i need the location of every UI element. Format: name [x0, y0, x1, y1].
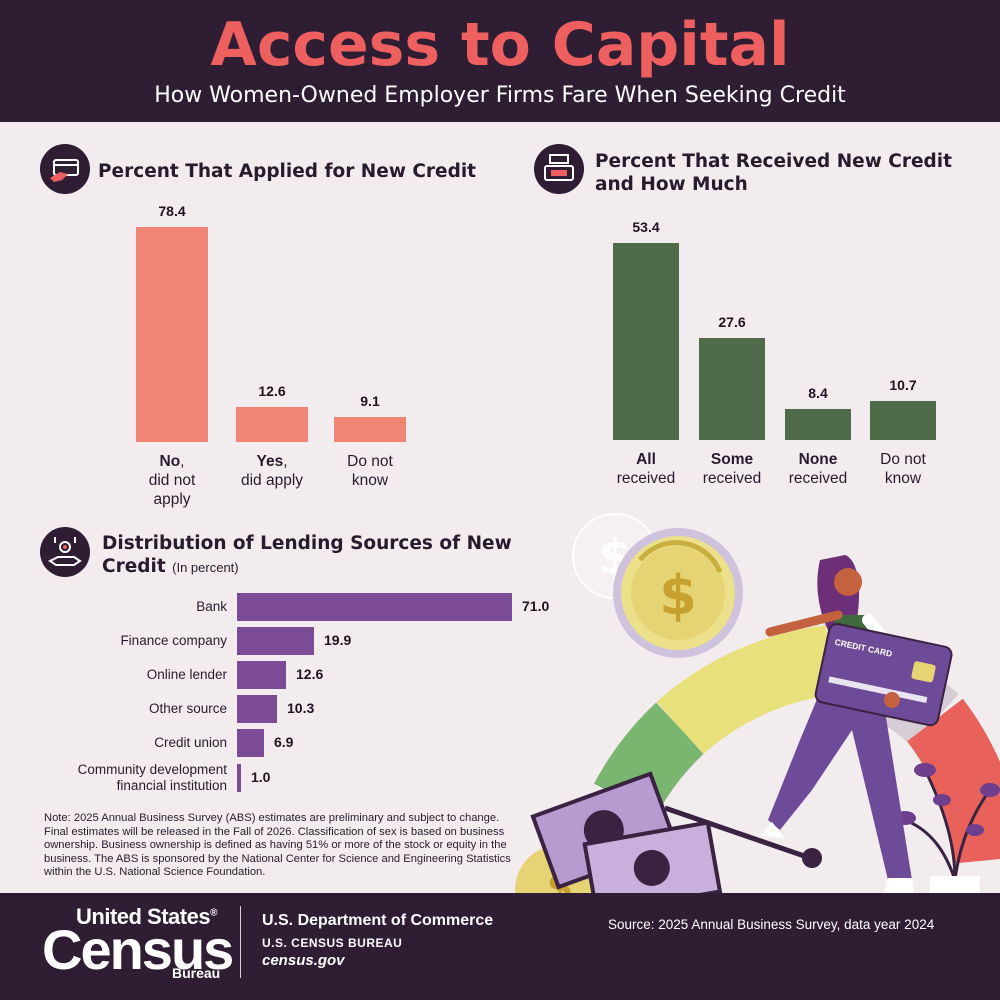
- category-line: Do not: [315, 452, 425, 471]
- category-line: Bank: [196, 599, 227, 614]
- category-line: Yes,: [217, 452, 327, 471]
- bar-value-label: 1.0: [251, 769, 271, 785]
- applied-credit-chart: 78.4 No, did not apply 12.6 Yes, did apply 9.1 D…: [0, 0, 500, 520]
- bar: [136, 227, 208, 442]
- svg-text:$: $: [659, 564, 697, 627]
- category-bold: No: [159, 453, 181, 470]
- category-line: received: [616, 470, 676, 487]
- bar: [236, 407, 308, 442]
- category-line: No,: [117, 452, 227, 471]
- applied-section-title: Percent That Applied for New Credit: [98, 161, 477, 182]
- bar-value-label: 9.1: [360, 393, 380, 409]
- census-logo-top: United States®: [76, 904, 217, 929]
- bar: [237, 764, 241, 792]
- category-text: ,: [180, 453, 185, 470]
- footer-website-link[interactable]: census.gov: [262, 952, 345, 969]
- category-line: Finance company: [120, 633, 227, 648]
- received-title-line2: and How Much: [595, 174, 748, 195]
- bar-category-label: Do not know: [848, 450, 958, 488]
- footer-banner: [0, 893, 1000, 1000]
- bar-category-label: None received: [763, 450, 873, 488]
- bar-value-label: 10.3: [287, 700, 315, 716]
- category-line: Do not: [848, 450, 958, 469]
- category-line: received: [702, 470, 762, 487]
- category-line: Online lender: [146, 667, 227, 682]
- lending-section-title: Distribution of Lending Sources of New C…: [102, 532, 512, 579]
- bar-value-label: 12.6: [296, 666, 324, 682]
- bar-category-label: Yes, did apply: [217, 452, 327, 490]
- category-bold: Some: [710, 451, 754, 468]
- category-line: Some: [677, 450, 787, 469]
- bar-value-label: 6.9: [274, 734, 294, 750]
- category-text: Do not: [347, 453, 393, 470]
- category-line: did not: [148, 472, 196, 489]
- census-logo-wordmark: Census: [42, 918, 234, 981]
- census-logo-bureau: Bureau: [172, 965, 221, 981]
- category-line: know: [884, 470, 922, 487]
- category-line: All: [591, 450, 701, 469]
- category-text: ,: [283, 453, 288, 470]
- page-subtitle: How Women-Owned Employer Firms Fare When…: [154, 83, 846, 108]
- bar-category-label: No, did not apply: [117, 452, 227, 509]
- woman-credit-gauge-illustration: $ $ $: [515, 513, 1000, 893]
- bar-value-label: 19.9: [324, 632, 352, 648]
- lending-title-line2: Credit: [102, 556, 166, 577]
- bar-value-label: 78.4: [158, 203, 186, 219]
- category-line: know: [351, 472, 389, 489]
- category-line: Other source: [148, 701, 227, 716]
- bar-category-label: Finance company: [0, 633, 227, 649]
- bar: [870, 401, 936, 440]
- received-credit-chart: 53.4 All received 27.6 Some received 8.4 None re…: [591, 219, 958, 488]
- bar-value-label: 71.0: [522, 598, 550, 614]
- category-line: None: [763, 450, 873, 469]
- bar-category-label: Community development financial instituti…: [0, 762, 227, 794]
- footer-divider: [240, 906, 241, 978]
- bar: [785, 409, 851, 440]
- bar: [613, 243, 679, 440]
- bar-category-label: Do not know: [315, 452, 425, 490]
- bar: [699, 338, 765, 440]
- lending-title-line1: Distribution of Lending Sources of New: [102, 533, 512, 554]
- category-bold: Yes: [256, 453, 284, 470]
- bar-value-label: 53.4: [632, 219, 660, 235]
- category-line: Community development: [77, 762, 227, 777]
- bar-value-label: 27.6: [718, 314, 746, 330]
- category-text: Do not: [880, 451, 926, 468]
- bar: [237, 593, 512, 621]
- footnote: Note: 2025 Annual Business Survey (ABS) …: [44, 812, 511, 879]
- bar-category-label: Other source: [0, 701, 227, 717]
- page-title: Access to Capital: [210, 10, 790, 80]
- bar: [237, 661, 286, 689]
- bar-value-label: 12.6: [258, 383, 286, 399]
- footer-dept: U.S. Department of Commerce: [262, 912, 494, 929]
- bar-value-label: 8.4: [808, 385, 828, 401]
- category-bold: All: [636, 451, 656, 468]
- hand-coins-icon: [40, 527, 90, 577]
- bar-value-label: 10.7: [889, 377, 917, 393]
- cash-register-icon: [534, 144, 584, 194]
- bar: [237, 729, 264, 757]
- category-bold: None: [798, 451, 838, 468]
- bar: [237, 627, 314, 655]
- bar-category-label: All received: [591, 450, 701, 488]
- lending-sources-chart: 71.0 Bank 19.9 Finance company 12.6 Online le…: [0, 585, 560, 800]
- bar-category-label: Bank: [0, 599, 227, 615]
- category-line: received: [788, 470, 848, 487]
- received-title-line1: Percent That Received New Credit: [595, 151, 952, 172]
- header-banner: Access to Capital How Women-Owned Employ…: [0, 0, 1000, 122]
- bar-category-label: Some received: [677, 450, 787, 488]
- credit-card-hand-icon: [40, 144, 90, 194]
- category-line: financial institution: [116, 778, 227, 793]
- footer-source: Source: 2025 Annual Business Survey, dat…: [608, 917, 935, 932]
- category-line: apply: [153, 491, 191, 508]
- bar-category-label: Credit union: [0, 735, 227, 751]
- category-line: Credit union: [154, 735, 227, 750]
- category-line: did apply: [240, 472, 304, 489]
- footer-bureau: U.S. CENSUS BUREAU: [262, 936, 403, 950]
- bar: [334, 417, 406, 442]
- bar: [237, 695, 277, 723]
- received-section-title: Percent That Received New Credit and How…: [595, 150, 952, 196]
- bar-category-label: Online lender: [0, 667, 227, 683]
- lending-unit-label: (In percent): [172, 560, 239, 575]
